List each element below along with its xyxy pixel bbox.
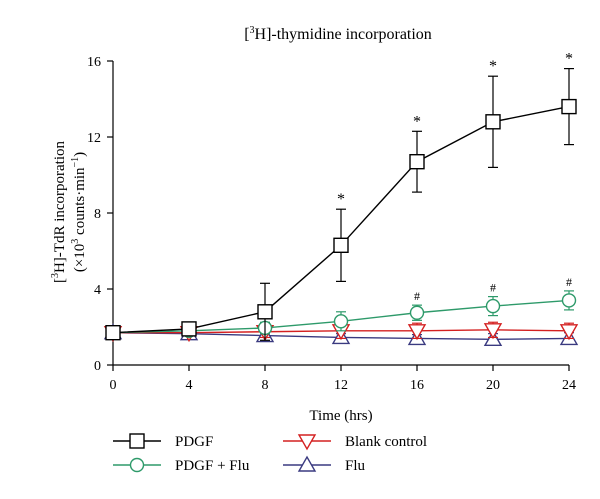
legend-item: Blank control: [283, 434, 427, 451]
data-point: [333, 237, 349, 254]
data-point: [333, 314, 349, 329]
data-point: [257, 304, 273, 320]
significance-marker: #: [414, 289, 420, 303]
data-point: [409, 153, 425, 170]
significance-marker: *: [565, 51, 573, 68]
legend-marker: [129, 433, 145, 449]
y-tick-label: 16: [87, 55, 101, 70]
y-tick-label: 8: [94, 207, 101, 222]
data-point: [561, 98, 577, 115]
legend-label: PDGF: [175, 434, 213, 450]
data-point: [407, 324, 427, 341]
x-tick-label: 24: [562, 378, 576, 393]
data-point: [485, 114, 501, 130]
legend-item: PDGF + Flu: [113, 457, 250, 474]
x-tick-label: 4: [186, 378, 193, 393]
legend-item: Flu: [283, 455, 366, 474]
data-point: [561, 293, 577, 308]
significance-marker: *: [337, 191, 345, 208]
y-axis-label: [3H]-TdR incorporation (×103 counts·min−…: [50, 140, 88, 283]
data-point: [485, 298, 501, 314]
chart-title-superscript: 3: [250, 25, 255, 36]
legend-marker: [297, 434, 317, 451]
data-point: [483, 323, 503, 340]
legend-marker: [129, 457, 145, 473]
chart-title: [3H]-thymidine incorporation: [244, 25, 432, 43]
svg-text:(×103 counts·min−1): (×103 counts·min−1): [70, 152, 88, 272]
y-tick-label: 12: [87, 131, 101, 146]
legend-item: PDGF: [113, 433, 213, 450]
x-axis-label: Time (hrs): [309, 408, 372, 424]
legend-label: PDGF + Flu: [175, 458, 250, 474]
legend-label: Blank control: [345, 434, 427, 450]
legend-label: Flu: [345, 458, 366, 474]
data-point: [181, 321, 197, 337]
ticks: 0 4 8 12 16 20 24 0 4 8 12 16: [87, 55, 576, 393]
x-tick-label: 16: [410, 378, 424, 393]
x-tick-label: 12: [334, 378, 348, 393]
data-point: [559, 324, 579, 341]
significance-marker: *: [413, 113, 421, 130]
significance-marker: *: [489, 58, 497, 75]
legend: PDGF PDGF + Flu Blank control Flu: [113, 433, 427, 474]
svg-text:[3H]-TdR incorporation: [3H]-TdR incorporation: [50, 140, 68, 283]
series-pdgf: * * * *: [105, 51, 577, 341]
data-point: [105, 325, 121, 341]
x-tick-label: 0: [110, 378, 117, 393]
significance-marker: #: [490, 281, 496, 295]
significance-marker: #: [566, 275, 572, 289]
x-tick-label: 8: [262, 378, 269, 393]
y-tick-label: 4: [94, 283, 101, 298]
plot-area: # # # * * * *: [103, 51, 579, 347]
legend-marker: [297, 455, 317, 472]
y-tick-label: 0: [94, 359, 101, 374]
x-tick-label: 20: [486, 378, 500, 393]
data-point: [409, 305, 425, 320]
